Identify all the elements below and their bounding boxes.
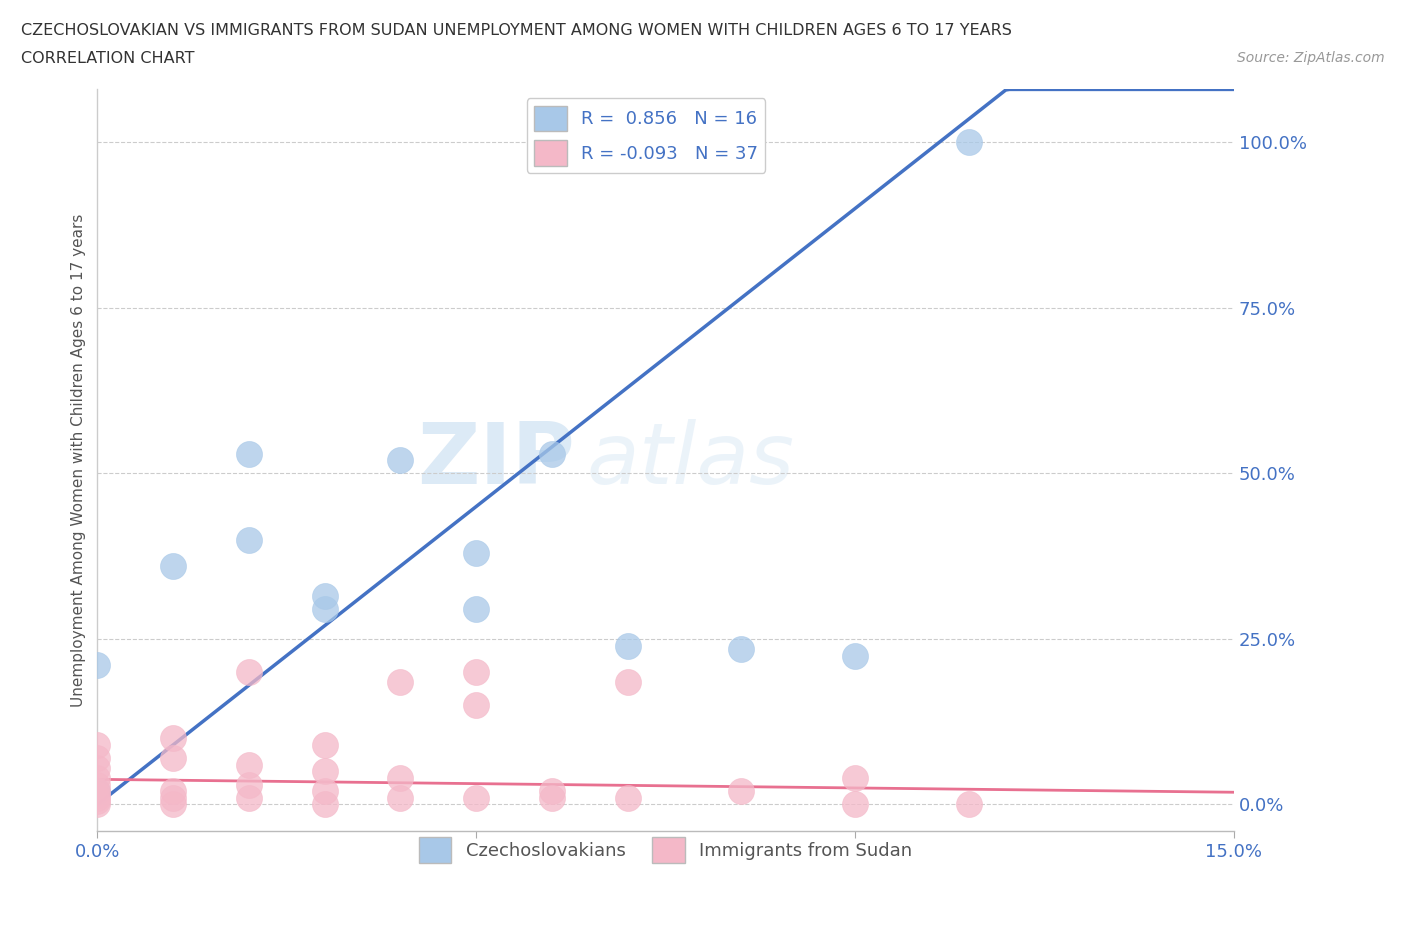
Point xyxy=(162,559,184,574)
Point xyxy=(86,777,108,792)
Point xyxy=(86,771,108,786)
Point xyxy=(616,638,638,653)
Text: atlas: atlas xyxy=(586,418,794,501)
Point xyxy=(86,658,108,673)
Point xyxy=(616,674,638,689)
Point xyxy=(314,589,336,604)
Point xyxy=(86,790,108,805)
Point xyxy=(465,665,488,680)
Point xyxy=(86,787,108,802)
Point xyxy=(162,731,184,746)
Text: ZIP: ZIP xyxy=(418,418,575,501)
Point xyxy=(389,674,412,689)
Point xyxy=(314,797,336,812)
Point xyxy=(957,797,980,812)
Point xyxy=(616,790,638,805)
Point xyxy=(162,797,184,812)
Point xyxy=(86,784,108,799)
Point xyxy=(238,757,260,772)
Point xyxy=(541,784,564,799)
Point xyxy=(730,784,752,799)
Point xyxy=(238,665,260,680)
Text: Source: ZipAtlas.com: Source: ZipAtlas.com xyxy=(1237,51,1385,65)
Point xyxy=(314,784,336,799)
Y-axis label: Unemployment Among Women with Children Ages 6 to 17 years: Unemployment Among Women with Children A… xyxy=(72,214,86,707)
Point xyxy=(162,790,184,805)
Point xyxy=(465,546,488,561)
Point xyxy=(389,453,412,468)
Point xyxy=(162,784,184,799)
Point xyxy=(465,698,488,712)
Point xyxy=(957,135,980,150)
Point xyxy=(844,771,866,786)
Point xyxy=(86,737,108,752)
Text: CZECHOSLOVAKIAN VS IMMIGRANTS FROM SUDAN UNEMPLOYMENT AMONG WOMEN WITH CHILDREN : CZECHOSLOVAKIAN VS IMMIGRANTS FROM SUDAN… xyxy=(21,23,1012,38)
Point xyxy=(465,790,488,805)
Point xyxy=(162,751,184,765)
Point xyxy=(389,771,412,786)
Point xyxy=(86,751,108,765)
Text: CORRELATION CHART: CORRELATION CHART xyxy=(21,51,194,66)
Point xyxy=(730,642,752,657)
Point xyxy=(86,793,108,808)
Point xyxy=(844,797,866,812)
Legend: Czechoslovakians, Immigrants from Sudan: Czechoslovakians, Immigrants from Sudan xyxy=(412,830,920,870)
Point xyxy=(314,602,336,617)
Point xyxy=(314,737,336,752)
Point xyxy=(86,784,108,799)
Point xyxy=(86,761,108,776)
Point xyxy=(238,790,260,805)
Point xyxy=(314,764,336,778)
Point xyxy=(86,797,108,812)
Point xyxy=(389,790,412,805)
Point xyxy=(541,446,564,461)
Point xyxy=(541,790,564,805)
Point xyxy=(238,446,260,461)
Point xyxy=(844,648,866,663)
Point xyxy=(238,532,260,547)
Point xyxy=(238,777,260,792)
Point xyxy=(465,602,488,617)
